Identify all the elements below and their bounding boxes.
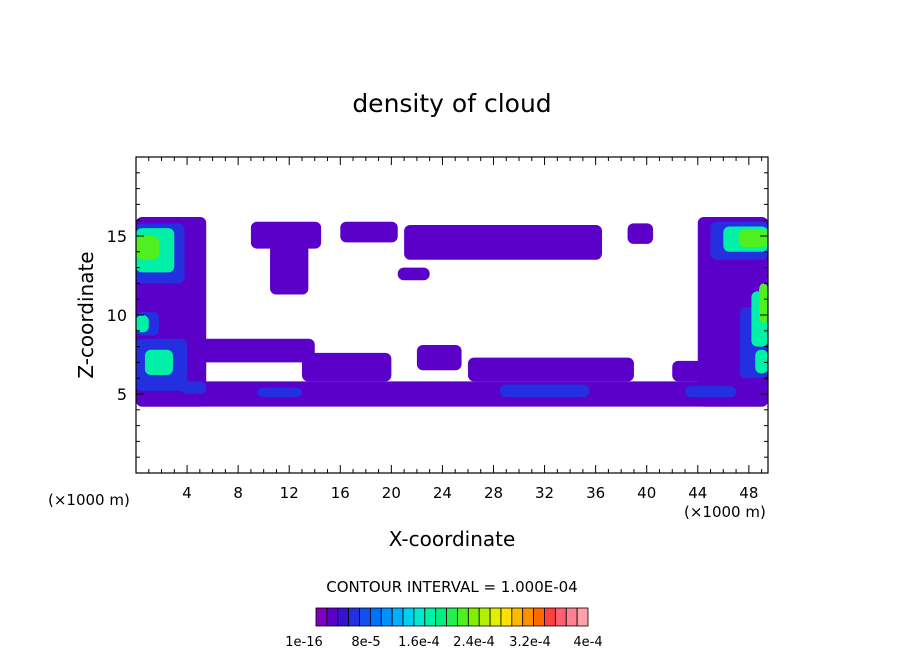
contour-fill (136, 217, 768, 407)
y-tick-label: 5 (117, 385, 127, 404)
contour-region-13 (672, 360, 711, 382)
colorbar-swatch (413, 607, 426, 627)
contour-region-10 (301, 352, 392, 382)
y-axis-label: Z-coordinate (74, 251, 98, 378)
x-tick-label: 24 (433, 484, 452, 502)
x-tick-label: 8 (233, 484, 243, 502)
contour-region-6 (404, 224, 603, 260)
colorbar-swatch (326, 607, 339, 627)
colorbar-swatch (446, 607, 458, 627)
colorbar-swatch (457, 607, 469, 627)
colorbar-swatch (359, 607, 371, 627)
colorbar-tick-label: 3.2e-4 (509, 635, 551, 650)
colorbar-swatch (402, 607, 415, 627)
contour-region-22 (685, 386, 737, 398)
contour-region-5 (340, 221, 398, 243)
contour-region-4 (270, 243, 309, 295)
contour-region-12 (467, 357, 634, 382)
colorbar-swatch (489, 607, 502, 627)
x-tick-label: 20 (382, 484, 401, 502)
contour-region-11 (416, 345, 462, 371)
x-tick-label: 12 (280, 484, 299, 502)
colorbar (315, 607, 589, 627)
colorbar-tick-label: 1.6e-4 (398, 635, 440, 650)
colorbar-swatch (554, 607, 567, 627)
contour-region-9 (199, 338, 315, 363)
contour-region-3 (250, 221, 322, 249)
colorbar-swatch (315, 607, 328, 627)
y-axis-ticks: 5 10 15 (107, 172, 768, 458)
colorbar-tick-label: 2.4e-4 (453, 635, 495, 650)
contour-region-7 (397, 267, 430, 281)
contour-region-20 (257, 387, 302, 398)
x-tick-label: 4 (182, 484, 192, 502)
colorbar-swatch (435, 607, 447, 627)
colorbar-swatch (391, 607, 404, 627)
colorbar-swatch (478, 607, 491, 627)
contour-interval-label: CONTOUR INTERVAL = 1.000E-04 (326, 578, 577, 596)
contour-region-0 (136, 381, 768, 407)
contour-region-31 (738, 229, 768, 248)
colorbar-swatch (565, 607, 578, 627)
x-unit-label-left: (×1000 m) (48, 491, 130, 509)
colorbar-swatch (522, 607, 534, 627)
x-tick-label: 16 (331, 484, 350, 502)
contour-region-26 (136, 315, 149, 333)
x-tick-label: 40 (637, 484, 656, 502)
y-tick-label: 10 (107, 306, 127, 325)
x-tick-label: 48 (739, 484, 758, 502)
colorbar-tick-label: 4e-4 (573, 635, 602, 650)
x-tick-label: 44 (688, 484, 707, 502)
colorbar-swatch (467, 607, 480, 627)
chart-title: density of cloud (352, 89, 551, 118)
contour-region-25 (144, 349, 174, 376)
colorbar-tick-label: 1e-16 (285, 635, 323, 650)
x-tick-label: 36 (586, 484, 605, 502)
y-tick-label: 15 (107, 227, 127, 246)
colorbar-swatch (500, 607, 513, 627)
colorbar-tick-label: 8e-5 (351, 635, 380, 650)
colorbar-swatch (576, 607, 589, 627)
contour-region-29 (755, 349, 768, 374)
colorbar-swatch (380, 607, 393, 627)
contour-region-30 (136, 236, 159, 260)
contour-region-23 (180, 381, 207, 394)
colorbar-swatch (369, 607, 382, 627)
colorbar-swatch (424, 607, 437, 627)
contour-region-32 (759, 283, 768, 323)
colorbar-swatch (544, 607, 556, 627)
colorbar-swatch (511, 607, 524, 627)
contour-region-21 (499, 384, 590, 398)
x-tick-label: 32 (535, 484, 554, 502)
colorbar-swatch (348, 607, 360, 627)
plot-frame (135, 156, 769, 474)
x-axis-label: X-coordinate (389, 527, 516, 551)
colorbar-swatch (533, 607, 545, 627)
x-axis-ticks: 4 8 12 16 20 24 28 32 36 40 44 48 (148, 157, 763, 502)
contour-region-8 (627, 223, 654, 244)
colorbar-labels: 1e-16 8e-5 1.6e-4 2.4e-4 3.2e-4 4e-4 (285, 635, 602, 650)
x-unit-label-right: (×1000 m) (684, 503, 766, 521)
x-tick-label: 28 (484, 484, 503, 502)
colorbar-swatch (337, 607, 350, 627)
